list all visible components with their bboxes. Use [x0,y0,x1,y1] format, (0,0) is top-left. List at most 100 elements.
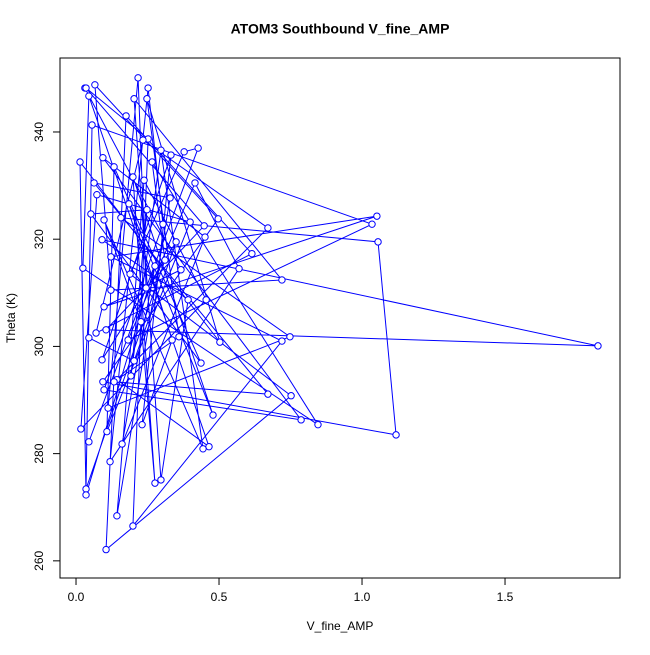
data-point [157,476,165,484]
y-axis-label: Theta (K) [4,293,18,343]
y-tick-label: 300 [32,336,46,356]
data-point [103,427,111,436]
data-point [138,420,146,429]
data-point [200,222,208,230]
data-point [100,216,108,224]
data-point [134,74,142,82]
data-point [374,238,382,246]
x-tick-label: 0.5 [211,590,228,604]
data-point [201,233,209,241]
data-point [85,334,93,342]
x-axis-label: V_fine_AMP [307,619,374,633]
data-point [117,214,125,222]
data-point [168,336,176,344]
data-point [157,146,165,154]
data-point [130,95,138,103]
data-point [180,148,188,156]
data-point [186,218,194,226]
data-point [126,270,134,278]
data-point [159,220,167,228]
data-point [98,236,106,244]
data-point [91,81,99,89]
data-point [287,392,295,400]
data-point [191,179,199,187]
data-point [373,212,381,220]
data-point [87,210,95,218]
data-point [110,378,118,386]
x-tick-label: 0.0 [68,590,85,604]
data-point [175,333,183,341]
data-point [209,411,217,419]
data-point [205,442,213,451]
data-point [77,425,85,433]
data-point [235,264,243,273]
data-point [166,194,174,202]
data-point [392,431,400,439]
data-point [148,158,156,166]
data-point [140,176,148,184]
data-point [90,179,98,187]
data-point [113,512,121,520]
data-point [278,337,286,345]
data-point [368,220,376,228]
data-point [278,276,286,284]
data-point [264,224,272,232]
data-point [137,318,145,326]
data-point [142,284,150,292]
y-tick-label: 340 [32,122,46,142]
y-tick-label: 280 [32,443,46,463]
data-point [110,163,118,171]
data-point [118,440,126,448]
data-point [102,326,110,334]
data-point [122,112,130,120]
data-point [88,121,96,129]
data-point [82,491,90,499]
data-point [104,404,112,412]
data-point [248,249,256,258]
data-point [214,215,222,223]
data-point [286,333,294,341]
data-point [202,296,210,304]
data-point [594,342,602,350]
data-point [199,445,207,453]
data-point [177,266,185,274]
x-tick-label: 1.5 [497,590,514,604]
data-point [100,386,108,394]
data-point [99,154,107,162]
x-tick-label: 1.0 [354,590,371,604]
data-point [143,95,151,103]
data-point [130,357,138,365]
data-point [143,206,151,214]
data-point [172,238,180,246]
data-point [139,136,147,144]
data-point [85,92,93,100]
data-point [144,84,152,92]
data-point [98,356,106,364]
data-point [99,378,107,386]
data-point [167,151,175,159]
data-point [297,416,305,424]
data-point [197,359,205,367]
data-point [85,438,93,446]
y-tick-label: 320 [32,229,46,249]
data-point [216,338,224,346]
data-point [161,256,169,264]
data-point [107,286,115,294]
data-point [264,390,272,398]
data-point [129,522,137,530]
data-point [151,479,159,487]
data-point [79,264,87,272]
data-point [106,457,114,466]
data-point [100,303,108,311]
y-tick-label: 260 [32,551,46,571]
data-point [107,253,115,261]
data-point [127,372,135,380]
data-point [184,296,192,304]
chart-title: ATOM3 Southbound V_fine_AMP [231,21,450,37]
data-point [314,420,322,429]
data-point [82,84,90,92]
data-point [93,191,101,199]
data-point [194,144,202,152]
